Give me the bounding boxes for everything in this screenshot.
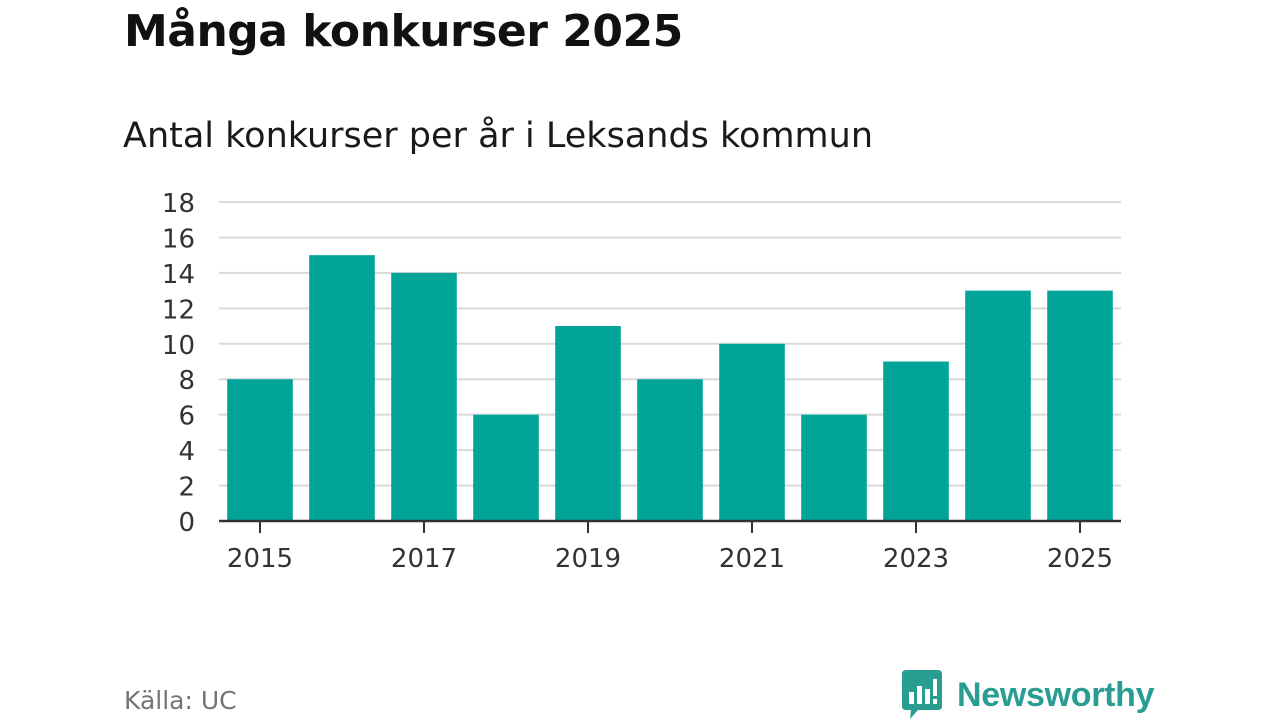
- bar-2023: [883, 361, 949, 521]
- bar-2018: [473, 414, 539, 521]
- logo-text: Newsworthy: [957, 675, 1155, 714]
- y-tick-label: 6: [178, 402, 195, 432]
- y-tick-label: 0: [178, 508, 195, 538]
- bar-2022: [801, 414, 867, 521]
- y-tick-label: 12: [162, 295, 195, 325]
- chart-subtitle: Antal konkurser per år i Leksands kommun: [123, 116, 874, 156]
- bars: [227, 255, 1113, 521]
- bar-2015: [227, 379, 293, 521]
- y-tick-label: 4: [178, 437, 195, 467]
- bar-2019: [555, 326, 621, 521]
- x-axis-tick-labels: 2015 2017 2019 2021 2023 2025: [227, 521, 1113, 574]
- y-tick-label: 14: [162, 260, 195, 290]
- newsworthy-logo-icon: [902, 670, 942, 719]
- y-tick-label: 2: [178, 473, 195, 503]
- x-tick-label: 2017: [391, 544, 457, 574]
- x-tick-label: 2019: [555, 544, 621, 574]
- y-tick-label: 18: [162, 189, 195, 219]
- x-tick-label: 2015: [227, 544, 293, 574]
- y-axis-tick-labels: 0 2 4 6 8 10 12 14 16 18: [162, 189, 195, 538]
- y-tick-label: 8: [178, 366, 195, 396]
- x-tick-label: 2025: [1047, 544, 1113, 574]
- bar-2020: [637, 379, 703, 521]
- bar-2025: [1047, 290, 1113, 521]
- bar-2016: [309, 255, 375, 521]
- source-note: Källa: UC: [124, 686, 237, 715]
- bar-2017: [391, 272, 457, 521]
- bar-2021: [719, 343, 785, 521]
- y-tick-label: 10: [162, 331, 195, 361]
- y-tick-label: 16: [162, 224, 195, 254]
- x-tick-label: 2021: [719, 544, 785, 574]
- chart-title: Många konkurser 2025: [124, 6, 683, 57]
- bar-2024: [965, 290, 1031, 521]
- newsworthy-logo: Newsworthy: [902, 670, 1155, 720]
- x-tick-label: 2023: [883, 544, 949, 574]
